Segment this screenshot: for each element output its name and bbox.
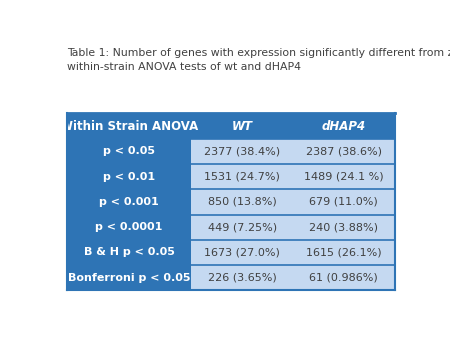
Text: 1531 (24.7%): 1531 (24.7%) <box>204 172 280 182</box>
Bar <box>67 265 191 290</box>
Bar <box>191 215 293 240</box>
Bar <box>67 215 191 240</box>
Text: B & H p < 0.05: B & H p < 0.05 <box>84 247 175 258</box>
Bar <box>191 240 293 265</box>
Bar <box>67 164 191 189</box>
Text: 850 (13.8%): 850 (13.8%) <box>208 197 276 207</box>
Bar <box>293 139 395 164</box>
Text: 2377 (38.4%): 2377 (38.4%) <box>204 146 280 156</box>
Text: 226 (3.65%): 226 (3.65%) <box>208 273 276 283</box>
Bar <box>293 164 395 189</box>
Text: 449 (7.25%): 449 (7.25%) <box>207 222 277 232</box>
Text: 240 (3.88%): 240 (3.88%) <box>309 222 378 232</box>
Bar <box>293 215 395 240</box>
Text: p < 0.001: p < 0.001 <box>99 197 159 207</box>
Bar <box>191 164 293 189</box>
Text: Within Strain ANOVA: Within Strain ANOVA <box>60 120 198 132</box>
Text: 2387 (38.6%): 2387 (38.6%) <box>306 146 382 156</box>
Bar <box>191 189 293 215</box>
Text: dHAP4: dHAP4 <box>322 120 366 132</box>
Text: WT: WT <box>232 120 252 132</box>
Text: p < 0.0001: p < 0.0001 <box>95 222 163 232</box>
Text: 1615 (26.1%): 1615 (26.1%) <box>306 247 382 258</box>
Text: p < 0.01: p < 0.01 <box>103 172 155 182</box>
Bar <box>67 114 191 139</box>
Bar <box>67 240 191 265</box>
Text: 1673 (27.0%): 1673 (27.0%) <box>204 247 280 258</box>
Bar <box>293 265 395 290</box>
Text: Table 1: Number of genes with expression significantly different from zero for
w: Table 1: Number of genes with expression… <box>67 48 450 72</box>
Bar <box>293 240 395 265</box>
Bar <box>293 189 395 215</box>
Bar <box>67 139 191 164</box>
Text: Bonferroni p < 0.05: Bonferroni p < 0.05 <box>68 273 190 283</box>
Text: 1489 (24.1 %): 1489 (24.1 %) <box>304 172 383 182</box>
Bar <box>191 139 293 164</box>
Bar <box>191 114 293 139</box>
Text: 61 (0.986%): 61 (0.986%) <box>309 273 378 283</box>
Text: p < 0.05: p < 0.05 <box>103 146 155 156</box>
Text: 679 (11.0%): 679 (11.0%) <box>309 197 378 207</box>
Bar <box>293 114 395 139</box>
Bar <box>191 265 293 290</box>
Bar <box>67 189 191 215</box>
